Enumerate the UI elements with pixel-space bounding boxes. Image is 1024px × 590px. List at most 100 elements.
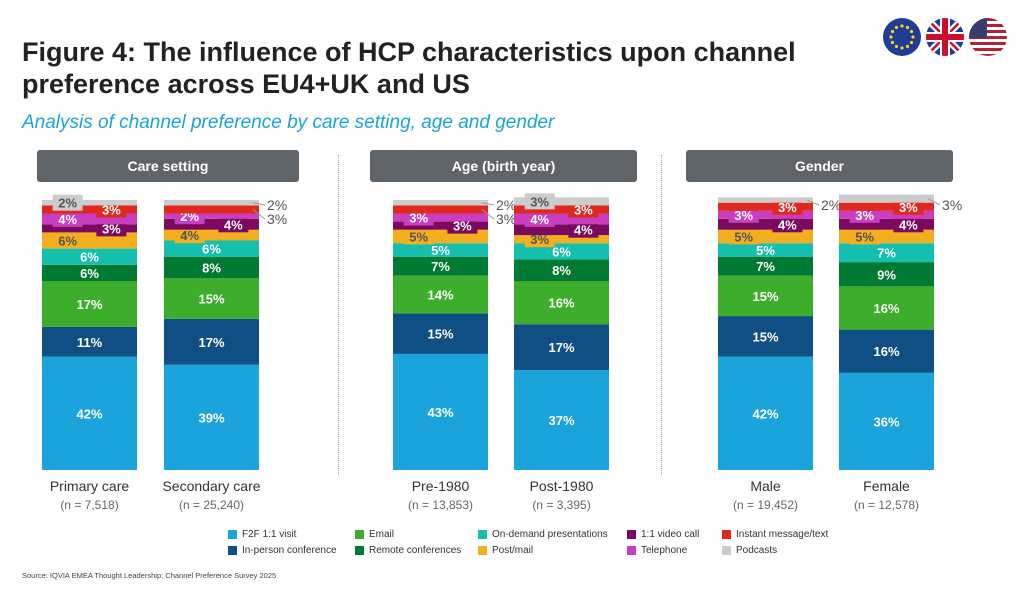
bar-segment <box>514 235 609 244</box>
data-label: 4% <box>224 217 243 232</box>
data-label: 2% <box>821 197 841 213</box>
panel-header-care-setting: Care setting <box>37 150 299 182</box>
data-label: 16% <box>873 344 899 359</box>
data-label: 3% <box>734 208 753 223</box>
bar-segment <box>42 224 137 233</box>
bar-segment <box>393 221 488 230</box>
label-leader <box>481 202 495 206</box>
data-label: 15% <box>427 327 453 342</box>
bar-segment <box>42 281 137 327</box>
data-label: 6% <box>202 242 221 257</box>
us-flag-icon <box>969 18 1007 56</box>
bar-segment <box>514 224 609 236</box>
data-label-bg <box>96 201 127 218</box>
data-label-bg <box>52 210 83 227</box>
stacked-bar-chart: 42%11%17%6%6%6%3%4%3%2%Primary care(n = … <box>42 193 962 512</box>
data-label-bg <box>96 220 127 237</box>
bar-segment <box>514 243 609 260</box>
category-label: Primary care <box>50 478 130 494</box>
data-label: 2% <box>496 197 516 213</box>
data-label: 36% <box>873 414 899 429</box>
bar-segment <box>514 213 609 225</box>
data-label: 8% <box>202 261 221 276</box>
bar-segment <box>42 205 137 214</box>
bar-segment <box>393 275 488 314</box>
legend-swatch <box>355 546 364 555</box>
data-label-bg <box>728 206 759 223</box>
data-label-bg <box>893 198 924 215</box>
bar-segment <box>393 213 488 222</box>
legend-swatch <box>722 546 731 555</box>
category-label: Male <box>750 478 781 494</box>
data-label: 3% <box>409 211 428 226</box>
data-label: 5% <box>734 229 753 244</box>
data-label: 7% <box>431 259 450 274</box>
bar-segment <box>393 200 488 206</box>
bar-segment <box>718 256 813 276</box>
bar-segment <box>514 324 609 371</box>
bar-segment <box>164 256 259 279</box>
bar-segment <box>839 372 934 470</box>
bar-segment <box>393 243 488 257</box>
bar-segment <box>718 275 813 317</box>
label-leader <box>481 209 495 220</box>
bar-segment <box>718 202 813 211</box>
bar-segment <box>42 326 137 357</box>
data-label: 9% <box>877 267 896 282</box>
data-label-bg <box>772 198 803 215</box>
data-label: 15% <box>752 289 778 304</box>
data-label-bg <box>403 228 434 245</box>
bar-segment <box>839 243 934 263</box>
legend-swatch <box>355 530 364 539</box>
legend-label: Podcasts <box>736 545 778 556</box>
legend-item: Email <box>355 529 394 540</box>
legend-label: Instant message/text <box>736 529 829 540</box>
data-label: 4% <box>180 228 199 243</box>
sample-size-label: (n = 25,240) <box>179 498 244 512</box>
bar-segment <box>42 248 137 265</box>
data-label: 42% <box>752 406 778 421</box>
legend-label: F2F 1:1 visit <box>242 529 297 540</box>
legend-swatch <box>478 530 487 539</box>
data-label: 4% <box>58 212 77 227</box>
data-label-bg <box>52 232 83 249</box>
bar-segment <box>164 229 259 241</box>
bar-segment <box>164 218 259 230</box>
legend-swatch <box>228 546 237 555</box>
panel-divider <box>338 155 339 475</box>
legend-swatch <box>478 546 487 555</box>
legend-item: In-person conference <box>228 545 337 556</box>
data-label: 16% <box>873 301 899 316</box>
bar-segment <box>718 210 813 219</box>
legend-item: Podcasts <box>722 545 777 556</box>
bar-segment <box>514 205 609 214</box>
page-title: Figure 4: The influence of HCP character… <box>22 37 796 99</box>
bar-segment <box>164 205 259 214</box>
bar-segment <box>839 286 934 330</box>
bar-segment <box>839 262 934 287</box>
data-label-bg <box>849 228 880 245</box>
data-label: 3% <box>102 221 121 236</box>
page-subtitle: Analysis of channel preference by care s… <box>22 112 555 133</box>
bar-segment <box>514 197 609 206</box>
bar-segment <box>839 218 934 230</box>
data-label: 3% <box>778 200 797 215</box>
data-label: 6% <box>552 244 571 259</box>
panel-header-gender: Gender <box>686 150 953 182</box>
legend-swatch <box>627 530 636 539</box>
data-label: 7% <box>877 246 896 261</box>
bar-segment <box>42 213 137 225</box>
bar-segment <box>718 197 813 203</box>
label-leader <box>252 202 266 206</box>
bar-segment <box>164 364 259 470</box>
data-label: 4% <box>899 217 918 232</box>
category-label: Female <box>863 478 910 494</box>
panel-header-age: Age (birth year) <box>370 150 637 182</box>
data-label: 14% <box>427 288 453 303</box>
sample-size-label: (n = 13,853) <box>408 498 473 512</box>
bar-segment <box>42 356 137 470</box>
data-label-bg <box>218 216 249 233</box>
legend-swatch <box>722 530 731 539</box>
data-label: 3% <box>899 200 918 215</box>
data-label: 3% <box>267 211 287 227</box>
